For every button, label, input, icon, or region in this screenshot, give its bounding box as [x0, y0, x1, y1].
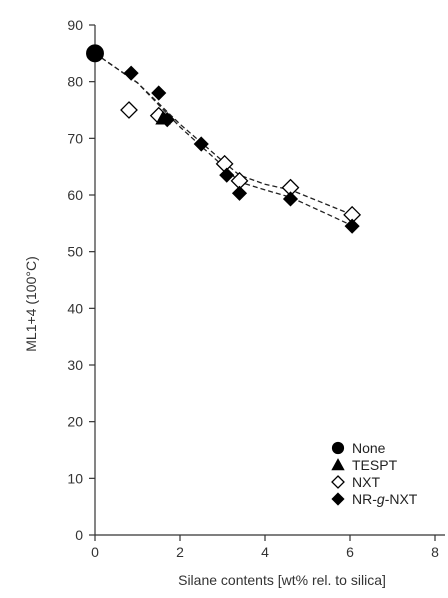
nr-g-nxt-data-point [193, 136, 209, 152]
legend-marker-nxt [331, 475, 345, 489]
nr-g-nxt-data-point [159, 112, 175, 128]
y-tick-label: 60 [67, 187, 83, 203]
y-axis-title: ML1+4 (100°C) [23, 256, 39, 351]
x-axis-title: Silane contents [wt% rel. to silica] [178, 572, 386, 588]
y-tick-label: 90 [67, 17, 83, 33]
x-tick-label: 2 [176, 544, 184, 560]
legend-label: NXT [352, 474, 380, 490]
y-tick-label: 70 [67, 130, 83, 146]
x-tick-label: 4 [261, 544, 269, 560]
plot-area: 0 2 4 6 8 0 10 20 30 40 50 60 70 80 90 [67, 17, 445, 560]
legend-marker-none [331, 441, 345, 455]
legend-label: NR-g-NXT [352, 491, 418, 507]
y-tick-label: 50 [67, 244, 83, 260]
y-tick-label: 30 [67, 357, 83, 373]
x-tick-label: 0 [91, 544, 99, 560]
x-tick-label: 6 [346, 544, 354, 560]
fit-lines [94, 52, 353, 227]
y-tick-label: 10 [67, 470, 83, 486]
legend-label: TESPT [352, 457, 398, 473]
y-tick-label: 40 [67, 300, 83, 316]
legend-label: None [352, 440, 386, 456]
nr-g-nxt-data-point [344, 218, 360, 234]
y-tick-label: 0 [75, 527, 83, 543]
nr-g-nxt-data-point [219, 167, 235, 183]
nxt-data-point [120, 101, 138, 119]
nr-g-nxt-data-point [231, 185, 248, 201]
nr-g-nxt-data-point [282, 191, 299, 207]
x-axis-ticks: 0 2 4 6 8 [91, 535, 439, 560]
nr-g-nxt-data-point [123, 65, 139, 81]
data-markers [86, 44, 362, 234]
none-data-point [86, 44, 104, 63]
y-tick-label: 80 [67, 74, 83, 90]
y-axis-ticks: 0 10 20 30 40 50 60 70 80 90 [67, 17, 95, 543]
legend-marker-tespt [331, 458, 345, 471]
x-tick-label: 8 [431, 544, 439, 560]
nr-g-nxt-data-point [151, 85, 167, 101]
legend-marker-nr-g-nxt [331, 492, 345, 506]
y-tick-label: 20 [67, 414, 83, 430]
